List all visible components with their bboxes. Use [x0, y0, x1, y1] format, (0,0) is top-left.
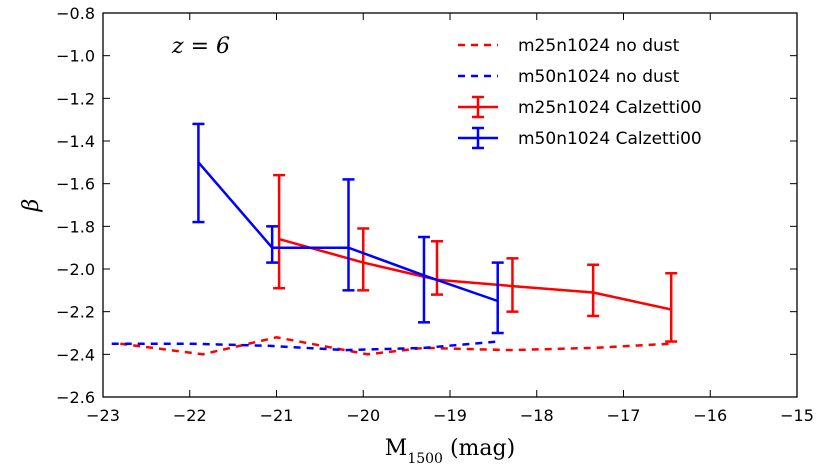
- series-1: [111, 340, 498, 352]
- y-axis-label: β: [19, 199, 44, 213]
- x-tick-label: −20: [346, 406, 380, 425]
- tick-layer: −23 −22 −21 −20 −19 −18 −17 −16 −15 −2.6 −2.4 −2.2 −…: [56, 4, 814, 425]
- x-axis-label-sub: 1500: [407, 451, 443, 467]
- legend-label: m25n1024 Calzetti00: [518, 98, 702, 118]
- x-tick-label: −19: [433, 406, 467, 425]
- series-layer: [111, 122, 678, 356]
- series-0: [120, 336, 672, 356]
- y-tick-label: −1.4: [56, 132, 95, 151]
- y-tick-label: −1.6: [56, 175, 95, 194]
- x-axis-label-main: M: [385, 436, 408, 461]
- y-tick-label: −2.0: [56, 260, 95, 279]
- y-tick-label: −0.8: [56, 4, 95, 23]
- y-tick-label: −1.2: [56, 89, 95, 108]
- y-tick-label: −1.0: [56, 47, 95, 66]
- legend-item: m25n1024 no dust: [458, 36, 680, 56]
- x-tick-label: −16: [693, 406, 727, 425]
- legend-item: m50n1024 no dust: [458, 67, 680, 87]
- x-tick-label: −23: [86, 406, 120, 425]
- y-tick-label: −2.2: [56, 303, 95, 322]
- x-axis-label: M1500 (mag): [385, 436, 515, 467]
- x-tick-label: −21: [260, 406, 294, 425]
- x-tick-label: −22: [173, 406, 207, 425]
- legend-item: m50n1024 Calzetti00: [458, 126, 702, 150]
- y-tick-label: −2.6: [56, 388, 95, 407]
- series-3: [192, 122, 504, 335]
- plot-background: [103, 13, 797, 397]
- x-tick-label: −18: [520, 406, 554, 425]
- annotation-z: z = 6: [171, 34, 230, 59]
- y-tick-label: −1.8: [56, 217, 95, 236]
- series-line: [120, 336, 672, 356]
- legend-label: m50n1024 Calzetti00: [518, 129, 702, 149]
- legend: m25n1024 no dust m50n1024 no dust m25n1024…: [458, 36, 702, 150]
- x-tick-label: −15: [780, 406, 814, 425]
- x-tick-label: −17: [607, 406, 641, 425]
- series-line: [111, 340, 498, 352]
- series-2: [273, 173, 678, 343]
- y-tick-label: −2.4: [56, 345, 95, 364]
- legend-label: m50n1024 no dust: [518, 67, 680, 87]
- legend-label: m25n1024 no dust: [518, 36, 680, 56]
- x-axis-label-unit: (mag): [443, 436, 515, 461]
- legend-item: m25n1024 Calzetti00: [458, 95, 702, 119]
